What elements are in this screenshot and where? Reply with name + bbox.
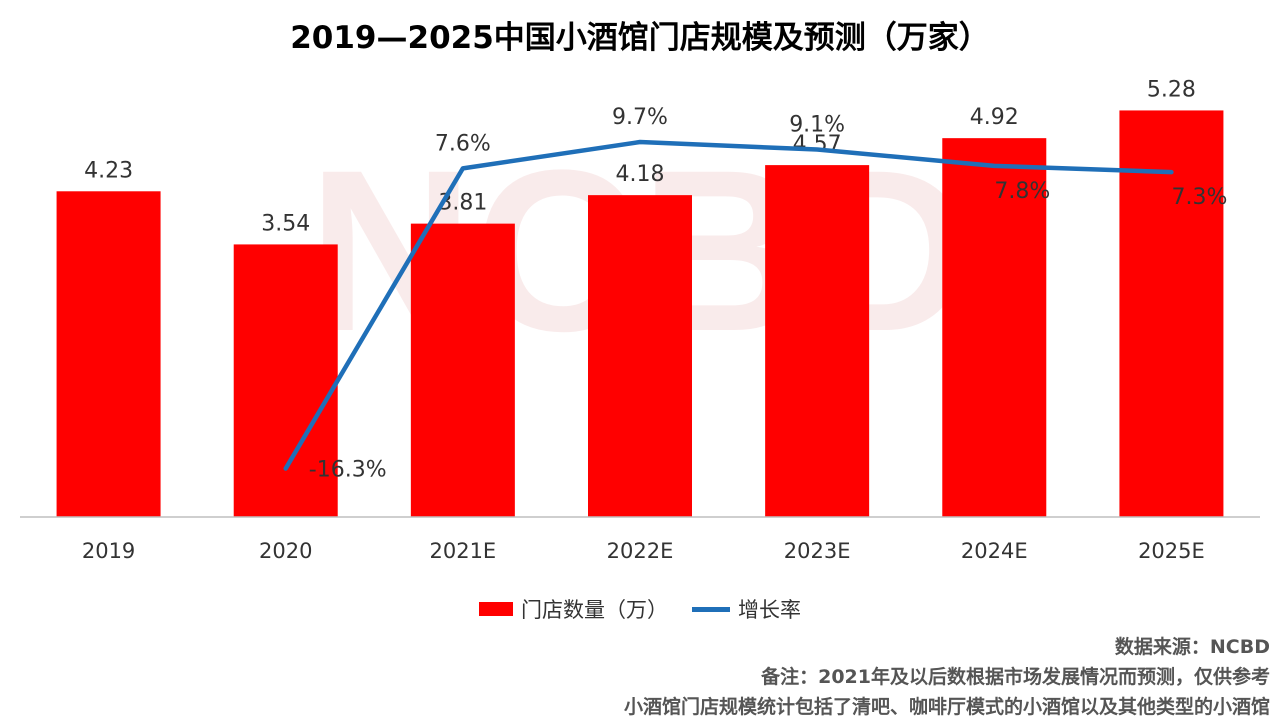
- x-tick-label-2020: 2020: [259, 539, 312, 563]
- bar-2021E: [410, 223, 515, 517]
- growth-rate-line: [283, 139, 1174, 471]
- x-tick-label-2024E: 2024E: [961, 539, 1028, 563]
- growth-label-2024E: 7.8%: [994, 179, 1050, 204]
- legend-swatch-bar: [479, 602, 513, 616]
- bar-label-2020: 3.54: [261, 211, 310, 236]
- growth-label-2023E: 9.1%: [789, 113, 845, 138]
- legend-label-stores: 门店数量（万）: [521, 598, 668, 622]
- legend-swatch-line: [692, 606, 730, 612]
- growth-label-2020: -16.3%: [309, 458, 387, 483]
- chart-legend: 门店数量（万） 增长率: [0, 594, 1280, 624]
- legend-item-growth: 增长率: [692, 594, 801, 624]
- bar-2019: [56, 191, 161, 518]
- x-tick-label-2022E: 2022E: [607, 539, 674, 563]
- bar-label-2025E: 5.28: [1147, 77, 1196, 102]
- x-tick-label-2023E: 2023E: [784, 539, 851, 563]
- note-source: 数据来源：NCBD: [1114, 636, 1270, 658]
- bar-label-2022E: 4.18: [616, 162, 665, 187]
- note-scope: 小酒馆门店规模统计包括了清吧、咖啡厅模式的小酒馆以及其他类型的小酒馆: [623, 696, 1270, 718]
- bar-label-2024E: 4.92: [970, 105, 1019, 130]
- bar-label-2019: 4.23: [84, 158, 133, 183]
- chart-title: 2019—2025中国小酒馆门店规模及预测（万家）: [290, 20, 990, 56]
- growth-label-2021E: 7.6%: [435, 131, 491, 156]
- x-tick-label-2025E: 2025E: [1138, 539, 1205, 563]
- legend-label-growth: 增长率: [738, 598, 801, 622]
- bar-2020: [233, 244, 338, 518]
- note-remark: 备注：2021年及以后数根据市场发展情况而预测，仅供参考: [761, 666, 1270, 688]
- growth-label-2025E: 7.3%: [1171, 185, 1227, 210]
- bar-2022E: [588, 195, 692, 517]
- x-tick-label-2021E: 2021E: [429, 539, 496, 563]
- bar-2023E: [765, 165, 870, 518]
- bar-2024E: [942, 138, 1047, 517]
- bar-2025E: [1119, 110, 1224, 517]
- legend-item-stores: 门店数量（万）: [479, 594, 668, 624]
- x-tick-label-2019: 2019: [82, 539, 135, 563]
- growth-label-2022E: 9.7%: [612, 105, 668, 130]
